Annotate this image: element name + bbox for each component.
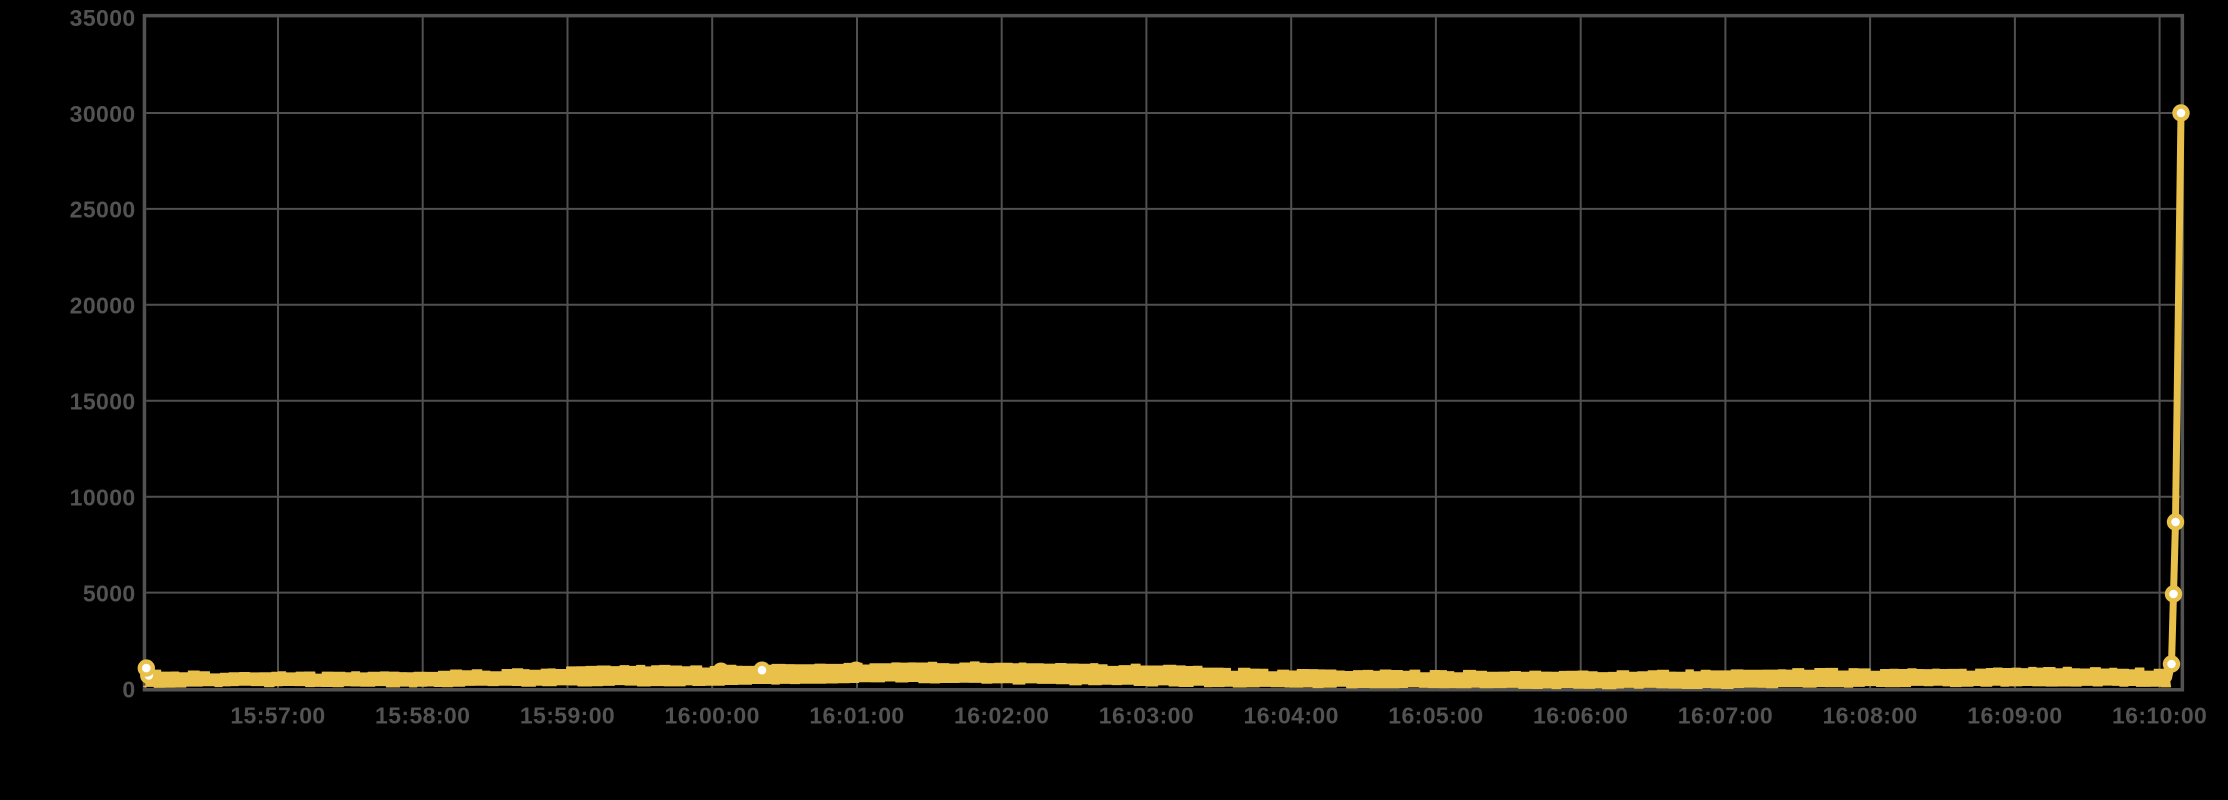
svg-text:30000: 30000	[70, 101, 136, 127]
svg-text:15:57:00: 15:57:00	[230, 703, 325, 729]
svg-text:5000: 5000	[83, 580, 136, 606]
svg-text:16:06:00: 16:06:00	[1533, 703, 1628, 729]
svg-text:16:02:00: 16:02:00	[954, 703, 1049, 729]
svg-text:16:09:00: 16:09:00	[1967, 703, 2062, 729]
svg-text:16:07:00: 16:07:00	[1678, 703, 1773, 729]
svg-text:16:03:00: 16:03:00	[1099, 703, 1194, 729]
svg-text:16:05:00: 16:05:00	[1388, 703, 1483, 729]
svg-text:10000: 10000	[70, 485, 136, 511]
svg-text:25000: 25000	[70, 197, 136, 223]
svg-text:15:59:00: 15:59:00	[520, 703, 615, 729]
svg-text:16:10:00: 16:10:00	[2112, 703, 2207, 729]
svg-text:16:08:00: 16:08:00	[1822, 703, 1917, 729]
svg-text:16:04:00: 16:04:00	[1244, 703, 1339, 729]
svg-text:35000: 35000	[70, 5, 136, 31]
svg-text:0: 0	[122, 676, 135, 702]
svg-text:15:58:00: 15:58:00	[375, 703, 470, 729]
svg-text:16:01:00: 16:01:00	[809, 703, 904, 729]
svg-text:16:00:00: 16:00:00	[665, 703, 760, 729]
svg-text:15000: 15000	[70, 389, 136, 415]
svg-text:20000: 20000	[70, 293, 136, 319]
